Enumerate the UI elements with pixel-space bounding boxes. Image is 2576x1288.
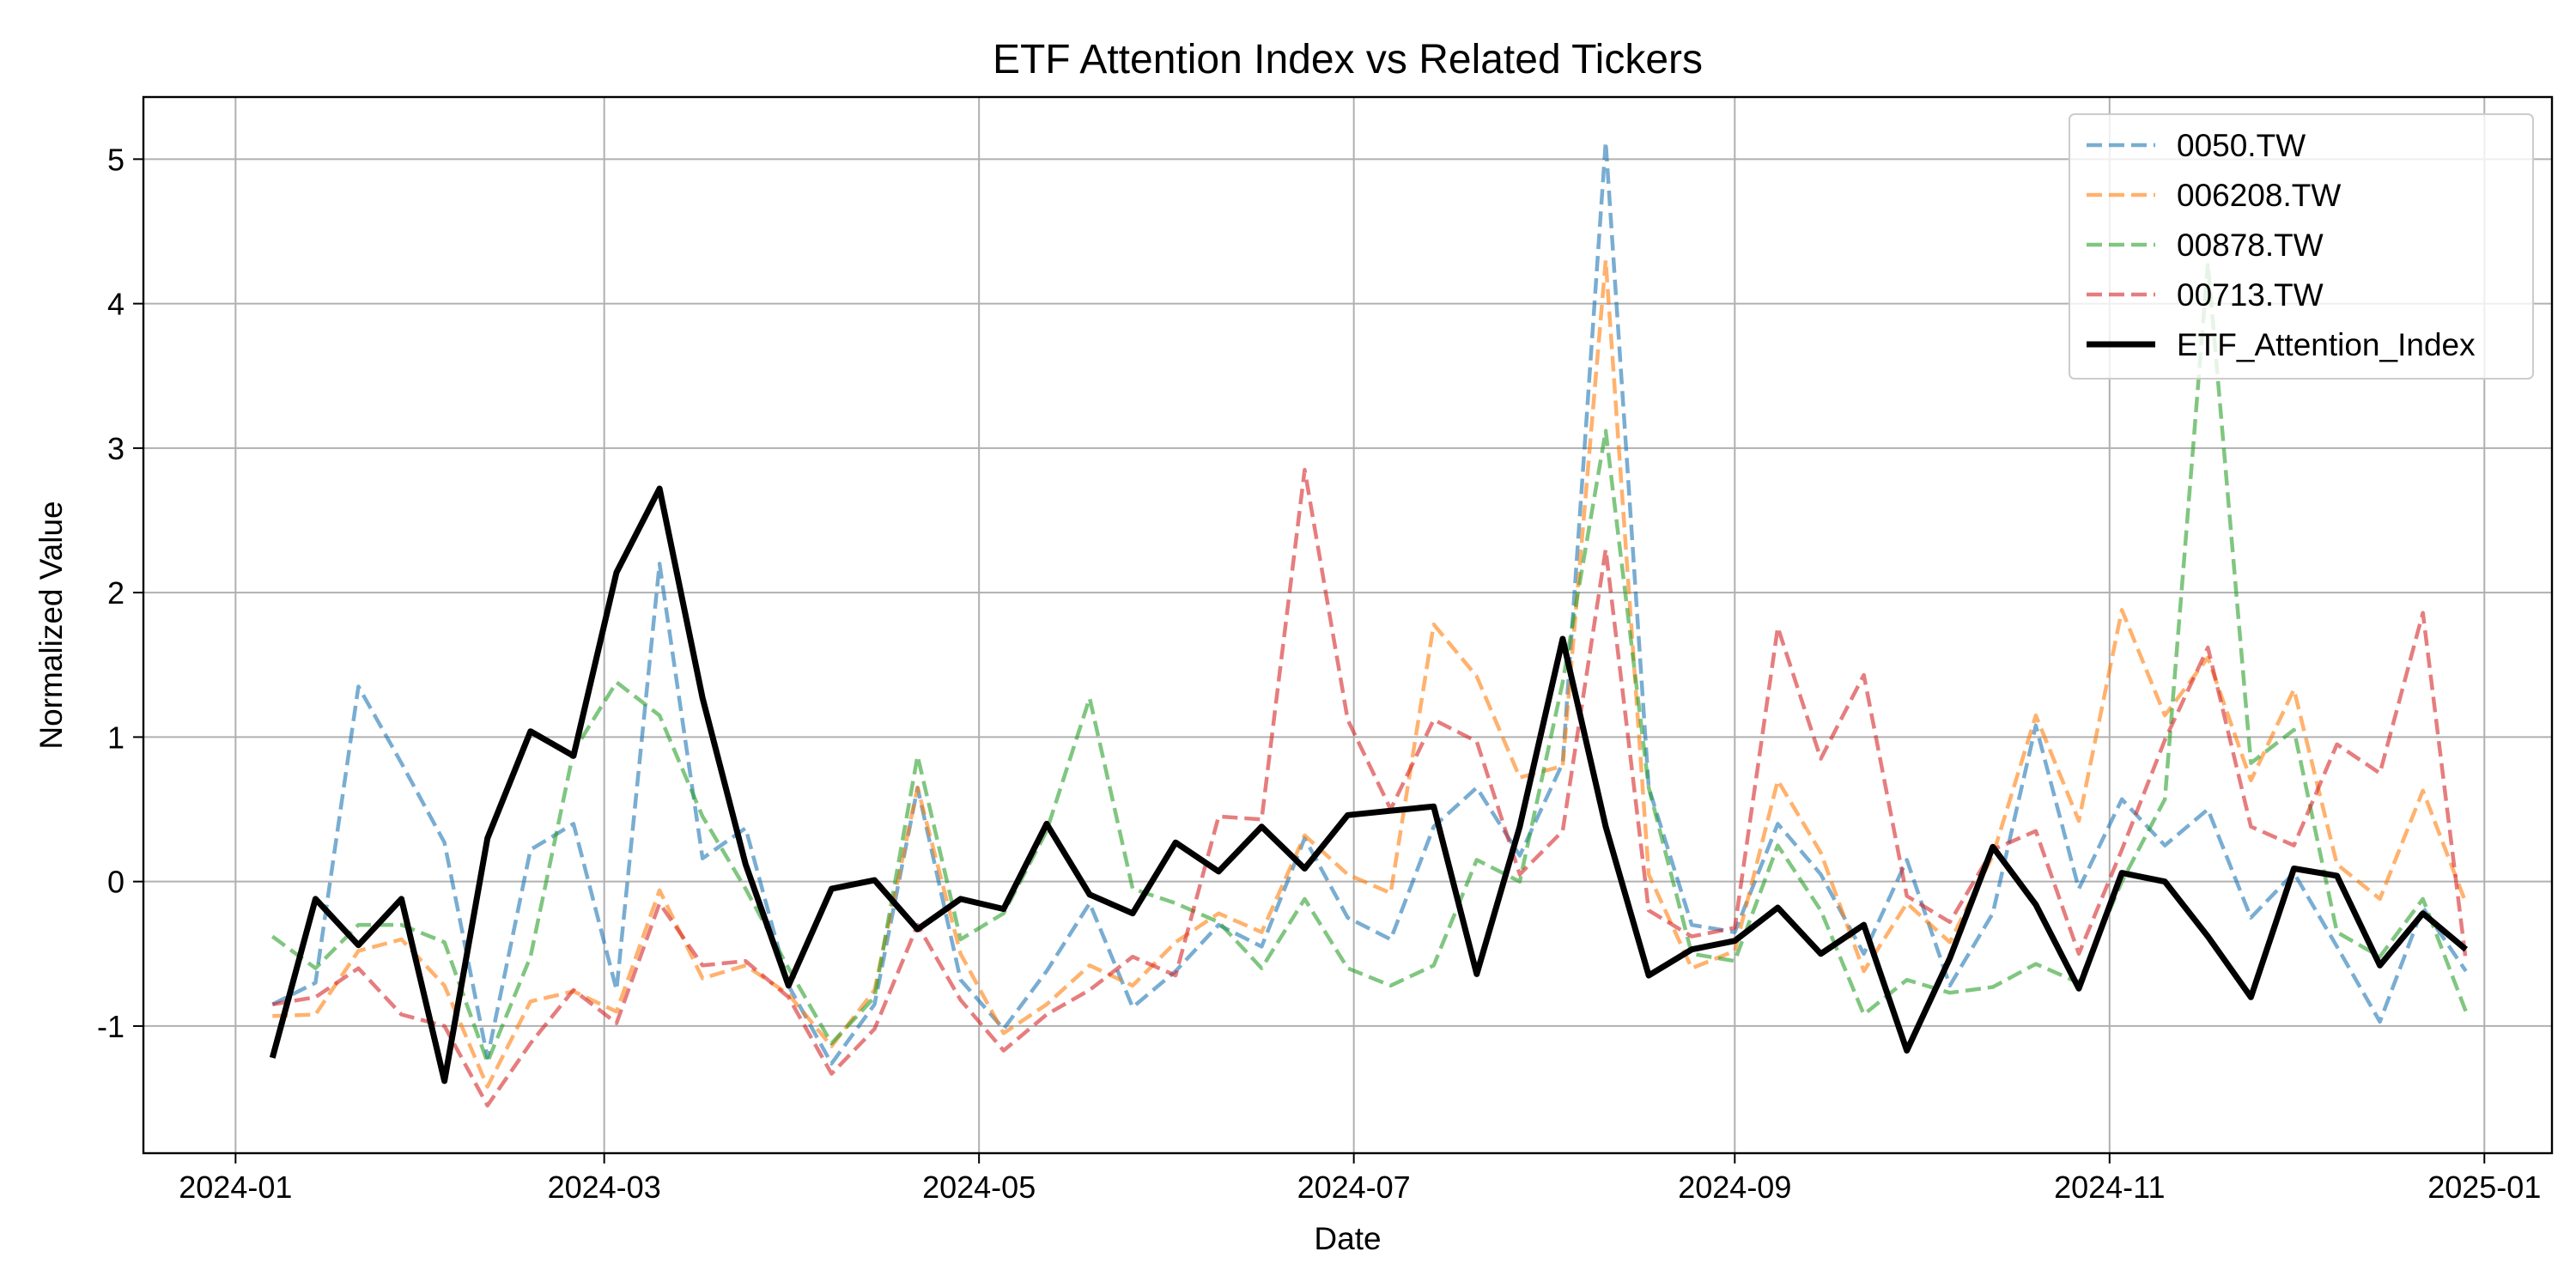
y-tick-label: -1 bbox=[97, 1009, 125, 1044]
series-lines bbox=[269, 139, 2469, 1108]
x-tick-label: 2025-01 bbox=[2427, 1170, 2541, 1205]
series-line-00878-tw bbox=[270, 261, 2468, 1065]
y-tick-label: 5 bbox=[107, 142, 125, 177]
axis-ticks: 2024-01 2024-03 2024-05 2024-07 2024-09 2024-… bbox=[97, 142, 2541, 1205]
series-line-00713-tw bbox=[271, 467, 2469, 1108]
legend-box bbox=[2069, 113, 2534, 380]
x-tick-label: 2024-11 bbox=[2054, 1170, 2165, 1205]
y-tick-label: 0 bbox=[107, 865, 125, 900]
x-axis-label: Date bbox=[1314, 1221, 1381, 1256]
series-line-0050-tw bbox=[271, 139, 2468, 1066]
legend-label: 00713.TW bbox=[2177, 277, 2324, 313]
y-tick-label: 3 bbox=[107, 431, 125, 466]
x-tick-label: 2024-01 bbox=[179, 1170, 292, 1205]
y-axis-label: Normalized Value bbox=[33, 501, 69, 749]
x-tick-label: 2024-09 bbox=[1678, 1170, 1791, 1205]
y-tick-label: 4 bbox=[107, 287, 125, 322]
chart-title: ETF Attention Index vs Related Tickers bbox=[993, 37, 1703, 82]
series-line-006208-tw bbox=[272, 258, 2468, 1089]
x-tick-label: 2024-07 bbox=[1297, 1170, 1411, 1205]
y-tick-label: 1 bbox=[107, 720, 125, 755]
y-tick-label: 2 bbox=[107, 575, 125, 611]
legend-label: ETF_Attention_Index bbox=[2177, 327, 2476, 362]
legend-label: 00878.TW bbox=[2177, 228, 2324, 263]
legend-label: 0050.TW bbox=[2177, 128, 2306, 163]
legend: 0050.TW 006208.TW 00878.TW 00713.TW ETF_Atte… bbox=[2069, 113, 2534, 380]
x-tick-label: 2024-05 bbox=[922, 1170, 1036, 1205]
legend-label: 006208.TW bbox=[2177, 178, 2341, 213]
x-tick-label: 2024-03 bbox=[548, 1170, 661, 1205]
series-line-etf-attention-index bbox=[269, 485, 2469, 1084]
plot-frame bbox=[142, 95, 2554, 1155]
